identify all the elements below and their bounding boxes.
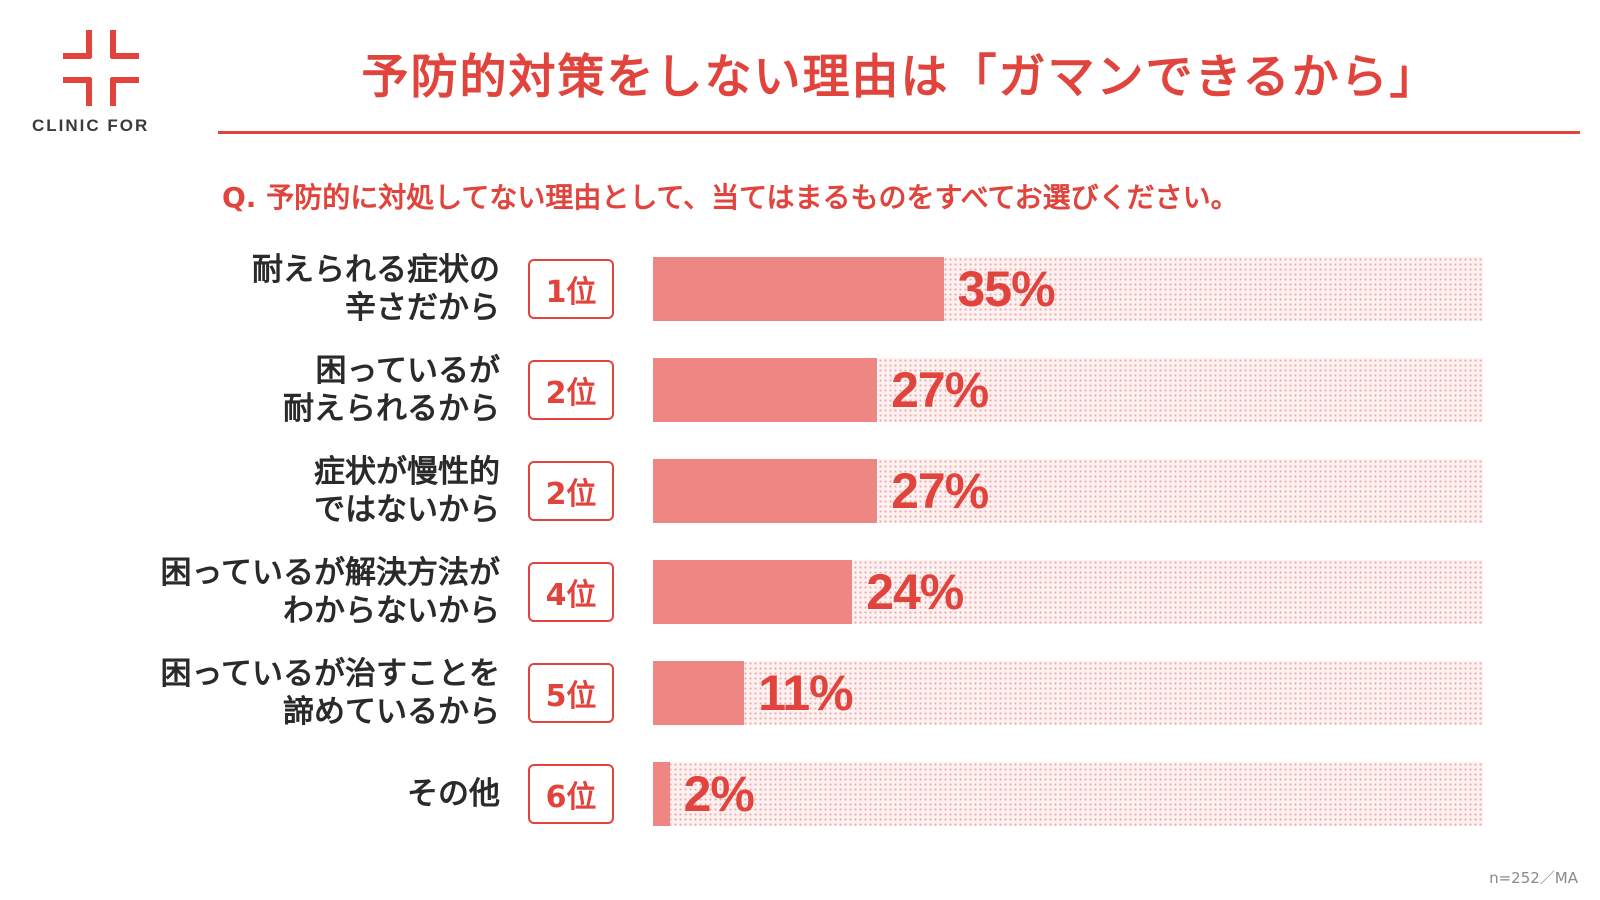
category-label-line: わからないから — [283, 593, 500, 629]
value-label: 27% — [891, 362, 989, 418]
title-divider — [218, 131, 1580, 134]
chart-row: 耐えられる症状の 辛さだから 1位 35% — [0, 252, 1600, 326]
rank-badge: 2位 — [528, 461, 614, 521]
category-label: 困っているが 耐えられるから — [283, 352, 500, 428]
value-label: 2% — [683, 766, 755, 822]
category-label-line: 耐えられる症状の — [252, 252, 500, 288]
rank-badge: 6位 — [528, 764, 614, 824]
page-title: 予防的対策をしない理由は「ガマンできるから」 — [361, 50, 1439, 105]
logo-text: CLINIC FOR — [32, 116, 150, 135]
category-label: 症状が慢性的 ではないから — [314, 453, 500, 529]
category-label-line: ではないから — [314, 492, 500, 528]
brand-logo: CLINIC FOR — [28, 30, 178, 140]
category-label-line: 耐えられるから — [283, 391, 500, 427]
chart-row: 症状が慢性的 ではないから 2位 27% — [0, 454, 1600, 528]
bar — [653, 661, 745, 725]
rank-badge: 1位 — [528, 259, 614, 319]
category-label-line: 困っているが解決方法が — [160, 555, 500, 591]
category-label-line: 辛さだから — [345, 290, 500, 326]
chart-row: 困っているが解決方法が わからないから 4位 24% — [0, 555, 1600, 629]
bar — [653, 257, 944, 321]
category-label-line: 困っているが — [315, 353, 500, 389]
category-label: その他 — [407, 775, 500, 813]
bar-track — [653, 661, 1483, 725]
bar — [653, 560, 853, 624]
value-label: 27% — [891, 463, 989, 519]
value-label: 35% — [957, 261, 1056, 317]
category-label-line: 症状が慢性的 — [314, 454, 500, 490]
bar — [653, 762, 670, 826]
clinic-cross-icon — [63, 30, 139, 106]
bar-track — [653, 762, 1483, 826]
rank-badge: 5位 — [528, 663, 614, 723]
bar — [653, 459, 878, 523]
survey-question: Q. 予防的に対処してない理由として、当てはまるものをすべてお選びください。 — [222, 181, 1239, 214]
category-label-line: 諦めているから — [283, 694, 500, 730]
chart-row: その他 6位 2% — [0, 762, 1600, 826]
category-label: 困っているが治すことを 諦めているから — [161, 655, 500, 731]
rank-badge: 2位 — [528, 360, 614, 420]
chart-row: 困っているが治すことを 諦めているから 5位 11% — [0, 656, 1600, 730]
category-label: 困っているが解決方法が わからないから — [161, 554, 500, 630]
category-label: 耐えられる症状の 辛さだから — [252, 251, 500, 327]
chart-row: 困っているが 耐えられるから 2位 27% — [0, 353, 1600, 427]
value-label: 11% — [758, 665, 853, 721]
category-label-line: 困っているが治すことを — [160, 656, 500, 692]
category-label-line: その他 — [407, 776, 500, 812]
sample-note: n=252／MA — [1489, 869, 1578, 887]
value-label: 24% — [866, 564, 964, 620]
bar — [653, 358, 878, 422]
rank-badge: 4位 — [528, 562, 614, 622]
